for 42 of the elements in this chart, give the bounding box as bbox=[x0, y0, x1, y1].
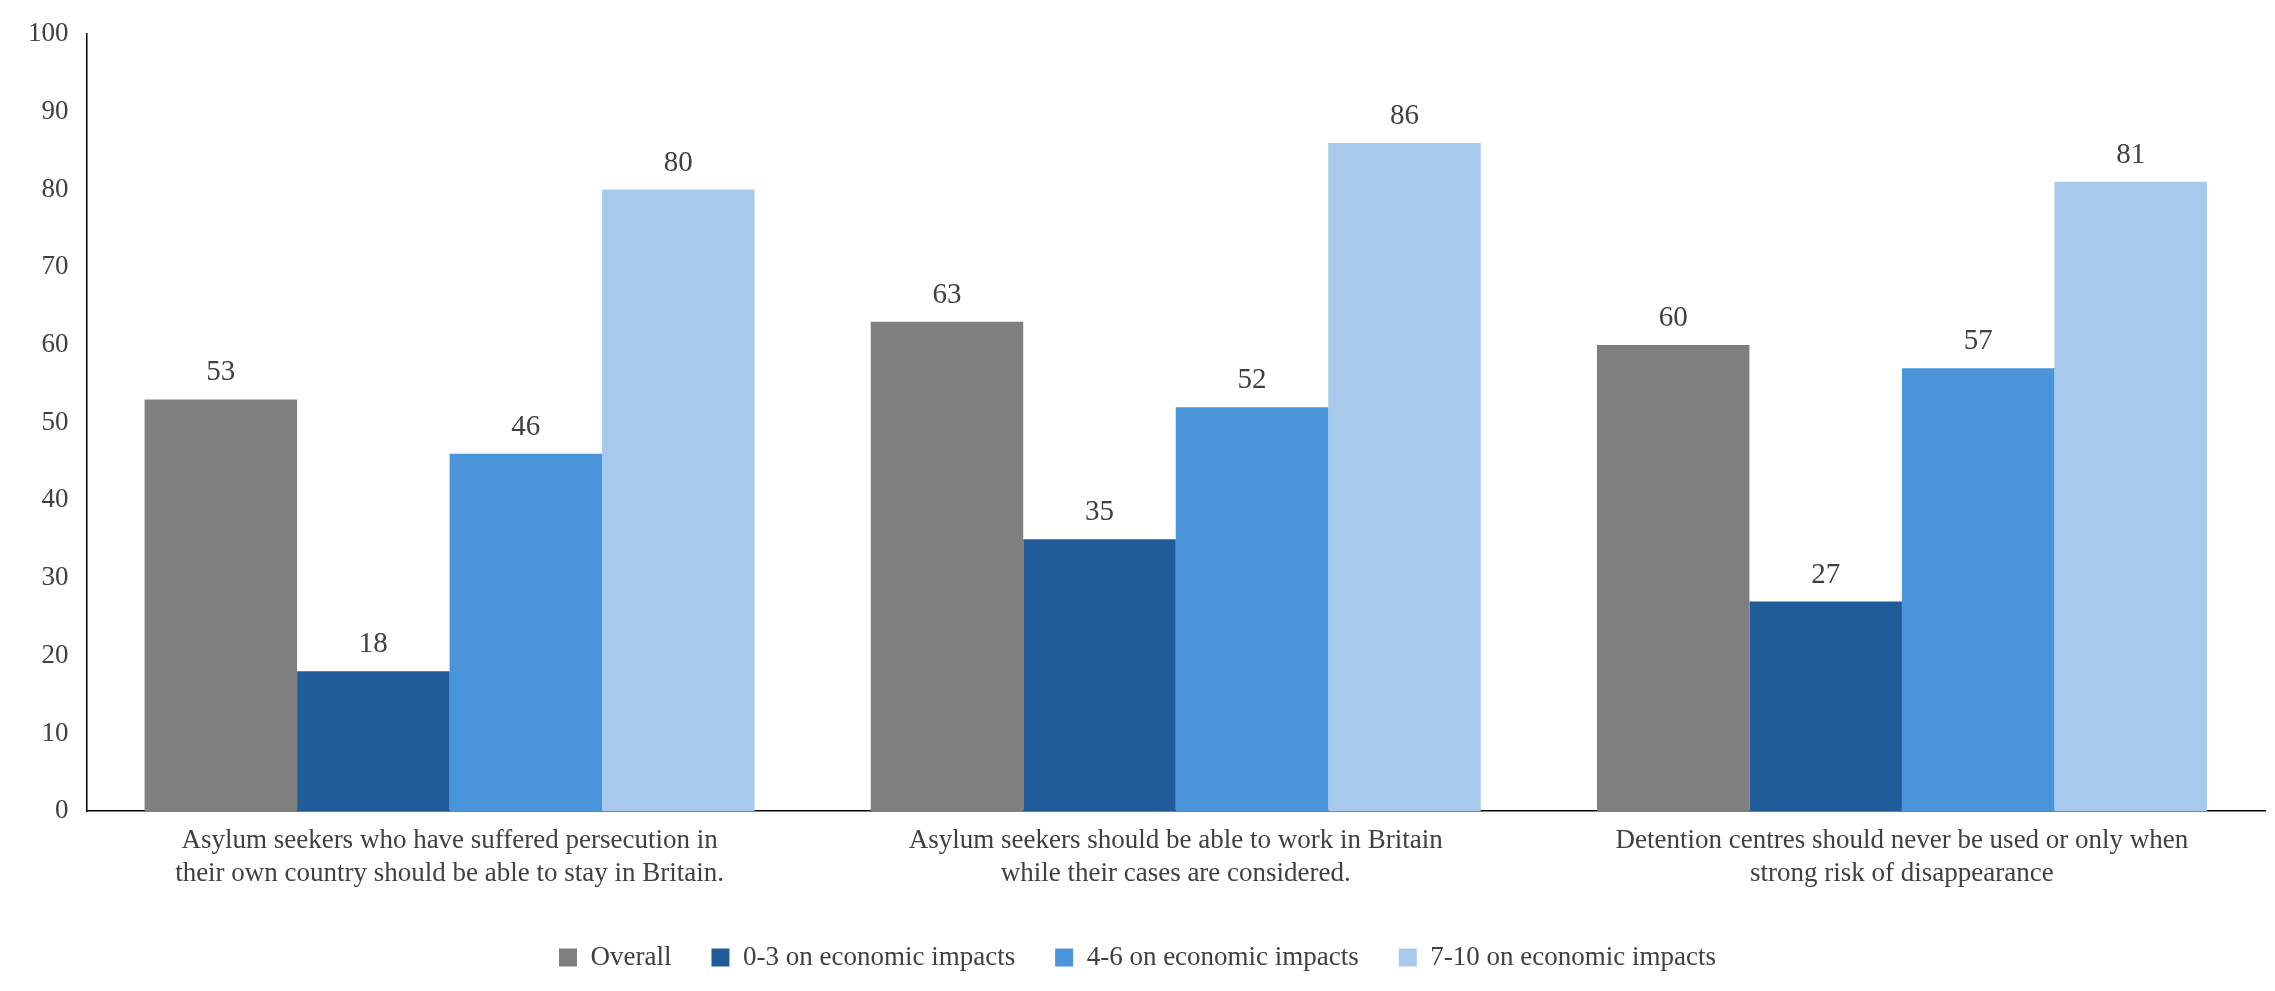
x-tick-label: Detention centres should never be used or only when strong risk of disappearance bbox=[1615, 824, 2189, 887]
bar bbox=[1901, 368, 2055, 812]
bar bbox=[144, 399, 298, 812]
y-tick-label: 0 bbox=[55, 794, 69, 825]
y-tick-label: 70 bbox=[41, 250, 69, 281]
y-tick-label: 20 bbox=[41, 638, 69, 669]
y-tick-label: 10 bbox=[41, 716, 69, 747]
bar bbox=[1328, 142, 1481, 812]
x-tick-label: Asylum seekers who have suffered persecution in their own country should be able to stay in Britain. bbox=[175, 824, 725, 887]
y-tick-label: 40 bbox=[41, 483, 69, 514]
legend-label: 7-10 on economic impacts bbox=[1430, 940, 1717, 971]
data-label: 52 bbox=[1237, 362, 1267, 395]
bar bbox=[870, 321, 1024, 812]
y-tick-label: 90 bbox=[41, 94, 69, 125]
legend-label: 0-3 on economic impacts bbox=[742, 940, 1016, 971]
y-tick-label: 50 bbox=[41, 405, 69, 436]
legend-label: 4-6 on economic impacts bbox=[1086, 940, 1359, 971]
data-label: 53 bbox=[206, 354, 236, 387]
bar bbox=[449, 453, 603, 812]
data-label: 46 bbox=[511, 408, 541, 441]
bar bbox=[2054, 181, 2207, 812]
y-tick-label: 30 bbox=[41, 561, 69, 592]
data-label: 27 bbox=[1811, 556, 1841, 589]
bar bbox=[1596, 345, 1750, 812]
data-label: 81 bbox=[2116, 136, 2146, 169]
y-tick-label: 60 bbox=[41, 328, 69, 359]
data-label: 18 bbox=[358, 626, 388, 659]
data-label: 60 bbox=[1658, 300, 1688, 333]
data-label: 86 bbox=[1389, 98, 1419, 131]
bar bbox=[602, 189, 755, 812]
x-tick-label: Asylum seekers should be able to work in Britain while their cases are considered. bbox=[908, 824, 1444, 887]
y-tick-label: 80 bbox=[41, 172, 69, 203]
data-label: 35 bbox=[1085, 494, 1114, 527]
bar bbox=[1749, 601, 1902, 812]
data-label: 57 bbox=[1963, 323, 1993, 356]
bar bbox=[1023, 539, 1176, 812]
y-tick-label: 100 bbox=[28, 17, 69, 48]
bar bbox=[1175, 407, 1329, 812]
bar bbox=[297, 671, 450, 812]
legend-label: Overall bbox=[590, 940, 672, 971]
data-label: 80 bbox=[663, 144, 693, 177]
data-label: 63 bbox=[932, 276, 962, 309]
